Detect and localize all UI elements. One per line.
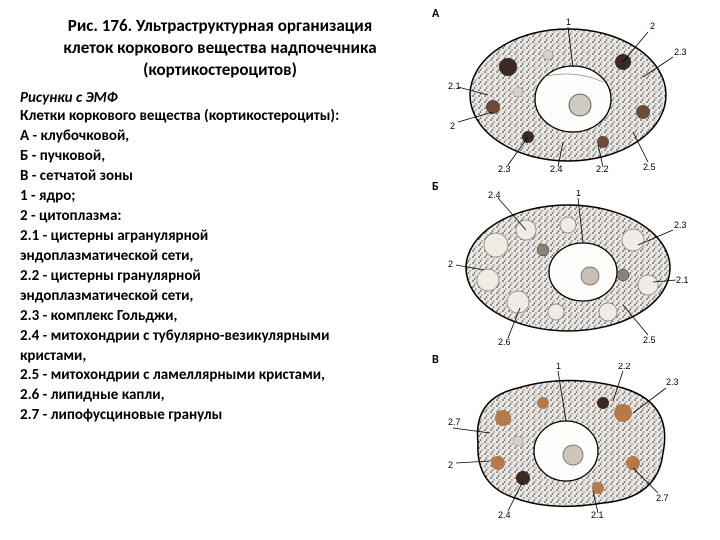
callout: 2 <box>448 259 453 269</box>
text-line: В - сетчатой зоны <box>20 167 420 187</box>
callout: 2.1 <box>676 275 688 285</box>
text-line: кристами, <box>20 347 420 367</box>
callout: 2.4 <box>498 510 511 518</box>
panel-label-v: В <box>432 353 439 367</box>
callout: 2 <box>450 121 455 131</box>
callout: 2.1 <box>448 81 461 91</box>
callout: 2.3 <box>498 164 511 172</box>
callout: 2.6 <box>498 337 511 345</box>
callout: 1 <box>556 363 561 371</box>
text-line: 2.1 - цистерны агранулярной <box>20 227 420 247</box>
text-line: 2.6 - липидные капли, <box>20 386 420 406</box>
callout: 2 <box>650 21 655 31</box>
callout: 2.4 <box>550 164 563 172</box>
cell-v-svg: 1 2.2 2.3 2.7 2 2.4 2.1 2.7 <box>448 363 688 518</box>
panel-a: А <box>430 7 690 172</box>
panel-b: Б 2.4 1 2 2.3 <box>430 180 690 345</box>
text-line: 2.4 - митохондрии с тубулярно-везикулярн… <box>20 327 420 347</box>
callout: 2.1 <box>591 510 604 518</box>
callout: 2.4 <box>488 190 501 200</box>
panel-v: В 1 2.2 2.3 2.7 2 <box>430 353 690 518</box>
callout: 2.2 <box>596 164 609 172</box>
cell-a-svg: 1 2 2.3 2.1 2 2.3 2.4 2.2 2.5 <box>448 17 688 172</box>
subtitle: Рисунки с ЭМФ <box>20 89 420 107</box>
callout: 1 <box>576 190 581 198</box>
text-line: 2.2 - цистерны гранулярной <box>20 267 420 287</box>
figure-column: А <box>430 7 700 525</box>
text-line: 1 - ядро; <box>20 187 420 207</box>
text-line: Клетки коркового вещества (кортикостероц… <box>20 107 420 127</box>
panel-label-b: Б <box>432 180 439 194</box>
text-line: 2.3 - комплекс Гольджи, <box>20 307 420 327</box>
title-line-3: (кортикостероцитов) <box>143 59 297 80</box>
cell-b-svg: 2.4 1 2 2.3 2.1 2.6 2.5 <box>448 190 688 345</box>
text-line: эндоплазматической сети, <box>20 247 420 267</box>
callout: 2.5 <box>643 335 656 345</box>
text-line: 2 - цитоплазма: <box>20 207 420 227</box>
callout: 1 <box>566 17 571 27</box>
figure-title: Рис. 176. Ультраструктурная организация … <box>20 15 420 81</box>
text-line: Б - пучковой, <box>20 147 420 167</box>
callout: 2.3 <box>674 220 687 230</box>
callout: 2.3 <box>666 377 679 387</box>
panel-label-a: А <box>432 7 439 21</box>
title-line-1: Рис. 176. Ультраструктурная организация <box>68 15 372 36</box>
title-line-2: клеток коркового вещества надпочечника <box>63 37 376 58</box>
callout: 2 <box>448 460 453 470</box>
callout: 2.7 <box>656 493 669 503</box>
text-line: А - клубочковой, <box>20 127 420 147</box>
callout: 2.5 <box>643 162 656 172</box>
text-line: эндоплазматической сети, <box>20 287 420 307</box>
text-line: 2.5 - митохондрии с ламеллярными кристам… <box>20 366 420 386</box>
callout: 2.7 <box>448 417 461 427</box>
callout: 2.3 <box>674 47 687 57</box>
text-line: 2.7 - липофусциновые гранулы <box>20 406 420 426</box>
callout: 2.2 <box>618 363 631 371</box>
